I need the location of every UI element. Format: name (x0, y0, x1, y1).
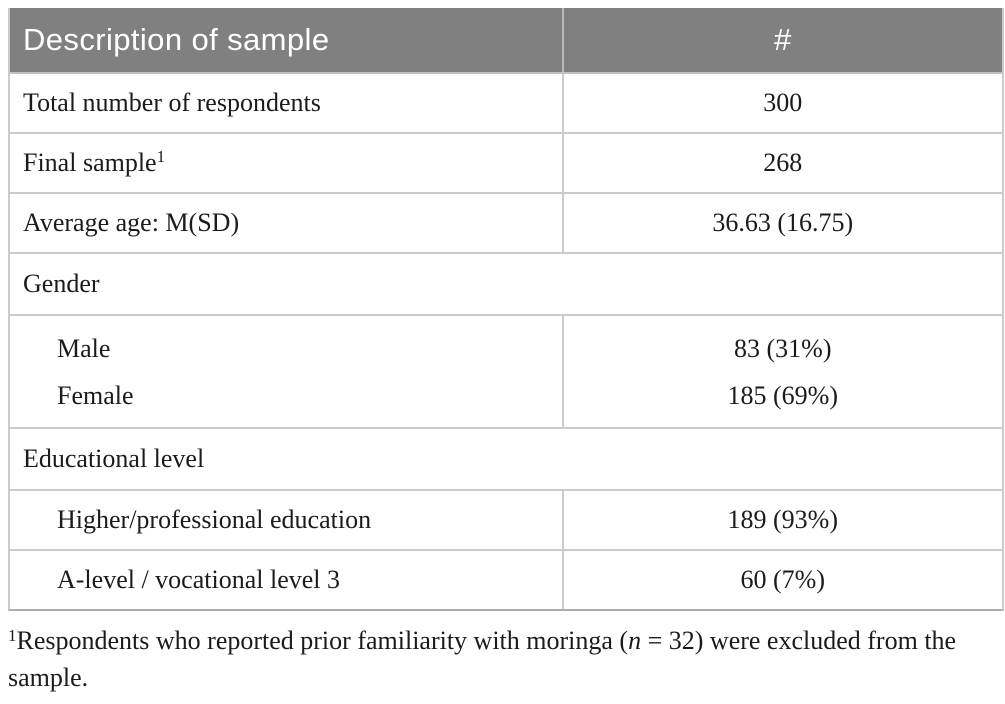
footnote-marker: 1 (8, 626, 17, 645)
row-value-stack: 83 (31%) 185 (69%) (561, 316, 1002, 427)
table-header-row: Description of sample # (10, 8, 1002, 72)
column-header-description: Description of sample (23, 22, 330, 57)
group-label: Gender (23, 269, 100, 298)
row-value-male: 83 (31%) (734, 333, 832, 363)
footnote-text-before: Respondents who reported prior familiari… (16, 626, 629, 655)
table-row-total-respondents: Total number of respondents 300 (10, 72, 1002, 132)
row-label-text: Final sample1 (23, 147, 166, 177)
table-row-average-age: Average age: M(SD) 36.63 (16.75) (10, 192, 1002, 252)
sample-description-table: Description of sample # Total number of … (8, 8, 1004, 611)
table-row-gender-breakdown: Male Female 83 (31%) 185 (69%) (10, 314, 1002, 427)
row-label: A-level / vocational level 3 (57, 565, 341, 594)
footnote-text-after: = 32) were excluded from the sample. (8, 626, 957, 692)
table-row-a-level: A-level / vocational level 3 60 (7%) (10, 549, 1002, 609)
table-group-row-gender: Gender (10, 252, 1002, 314)
table-row-final-sample: Final sample1 268 (10, 132, 1002, 192)
footnote-n-variable: n (628, 626, 642, 655)
row-label: Total number of respondents (23, 88, 321, 117)
row-label-female: Female (57, 380, 134, 410)
row-label: Higher/professional education (57, 505, 372, 534)
group-label: Educational level (23, 444, 205, 473)
row-value: 300 (561, 74, 1002, 132)
table-group-row-educational-level: Educational level (10, 427, 1002, 489)
row-label-male: Male (57, 333, 111, 363)
footnote-reference-superscript: 1 (156, 147, 166, 166)
row-value: 36.63 (16.75) (561, 194, 1002, 252)
row-value-female: 185 (69%) (727, 380, 838, 410)
row-label: Average age: M(SD) (23, 208, 240, 237)
row-label-stack: Male Female (10, 316, 562, 427)
row-value: 60 (7%) (561, 551, 1002, 609)
table-row-higher-education: Higher/professional education 189 (93%) (10, 489, 1002, 549)
column-header-count: # (561, 8, 1002, 72)
row-label: Final sample1 (10, 134, 562, 192)
row-value: 268 (561, 134, 1002, 192)
row-value: 189 (93%) (561, 491, 1002, 549)
table-footnote: 1Respondents who reported prior familiar… (8, 622, 993, 696)
